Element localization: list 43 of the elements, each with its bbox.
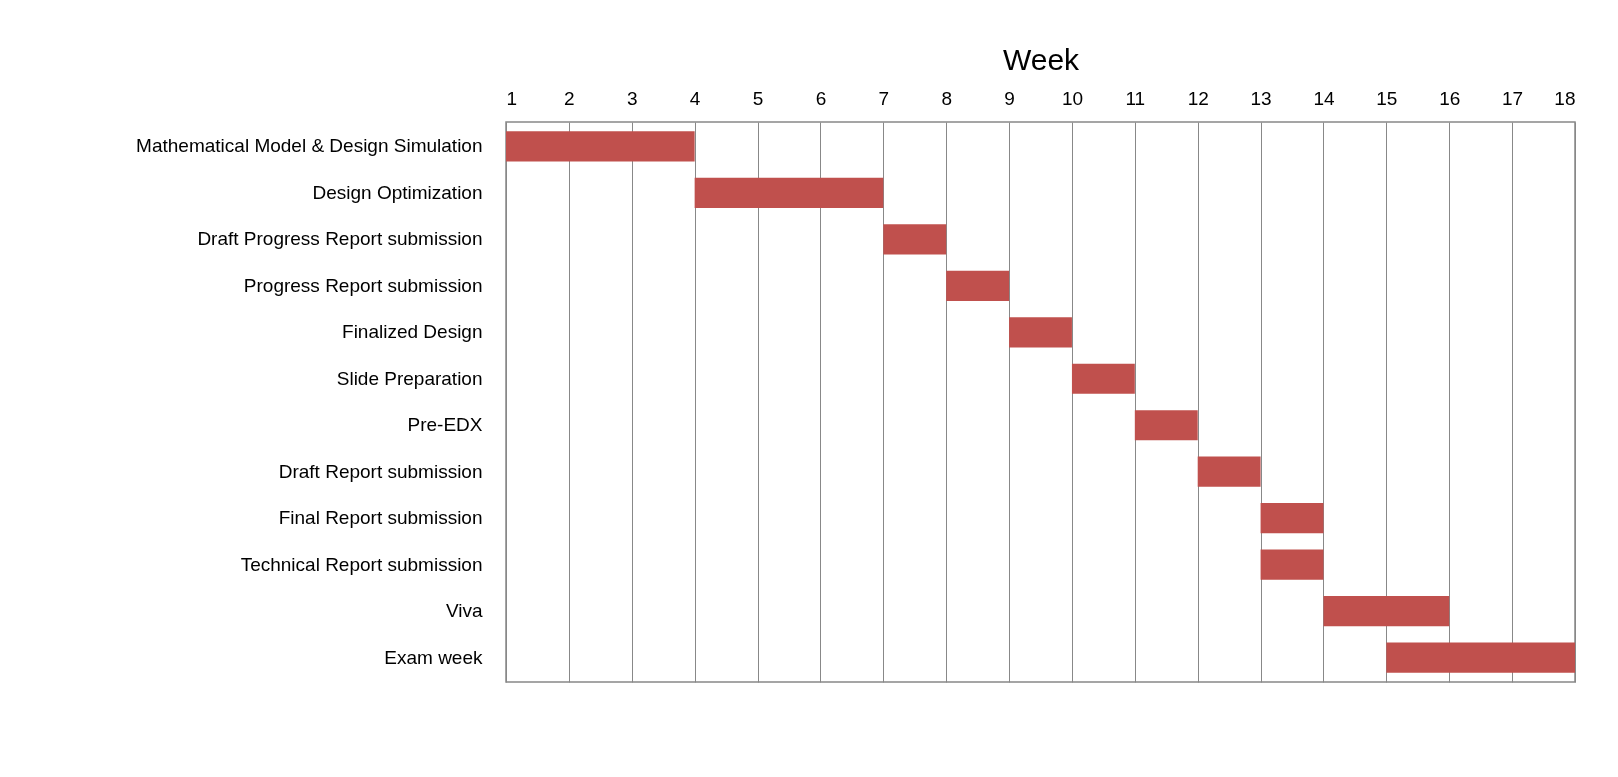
- x-tick-label: 4: [689, 87, 701, 109]
- bar: [1071, 363, 1135, 394]
- y-tick-label: Pre-EDX: [407, 414, 483, 436]
- y-tick-label: Draft Report submission: [278, 460, 483, 482]
- x-axis-title: Week: [1002, 42, 1081, 76]
- x-tick-label: 14: [1313, 87, 1335, 109]
- x-tick-label: 1: [506, 87, 518, 109]
- y-tick-label: Technical Report submission: [240, 553, 483, 575]
- x-tick-label: 9: [1004, 87, 1015, 109]
- y-tick-label: Final Report submission: [278, 507, 483, 529]
- bar: [1260, 503, 1324, 534]
- y-tick-label: Slide Preparation: [336, 367, 483, 389]
- x-tick-label: 16: [1439, 87, 1461, 109]
- bar: [694, 177, 884, 208]
- x-tick-label: 18: [1554, 87, 1576, 109]
- bar: [1197, 456, 1261, 487]
- x-tick-label: 5: [752, 87, 764, 109]
- y-tick-label: Exam week: [384, 646, 483, 668]
- x-tick-label: 15: [1376, 87, 1398, 109]
- bar: [506, 131, 695, 162]
- y-tick-label: Mathematical Model & Design Simulation: [136, 135, 483, 157]
- x-tick-label: 3: [626, 87, 638, 109]
- x-tick-label: 8: [941, 87, 952, 109]
- y-tick-label: Design Optimization: [312, 181, 483, 203]
- y-tick-label: Progress Report submission: [243, 274, 483, 296]
- bar: [883, 224, 947, 255]
- x-tick-label: 10: [1061, 87, 1084, 109]
- x-tick-label: 7: [878, 87, 890, 109]
- bar: [1009, 317, 1072, 348]
- bar: [1386, 642, 1575, 673]
- x-tick-label: 12: [1187, 87, 1209, 109]
- y-tick-label: Viva: [445, 600, 483, 622]
- bar: [1323, 596, 1450, 627]
- bar: [1134, 410, 1198, 441]
- x-tick-label: 2: [564, 87, 575, 109]
- bar: [1260, 549, 1324, 580]
- x-tick-label: 13: [1250, 87, 1272, 109]
- y-tick-label: Draft Progress Report submission: [197, 228, 483, 250]
- bar: [946, 270, 1010, 301]
- x-tick-label: 11: [1125, 87, 1146, 109]
- x-tick-label: 17: [1502, 87, 1524, 109]
- y-tick-label: Finalized Design: [342, 321, 483, 343]
- x-tick-label: 6: [815, 87, 827, 109]
